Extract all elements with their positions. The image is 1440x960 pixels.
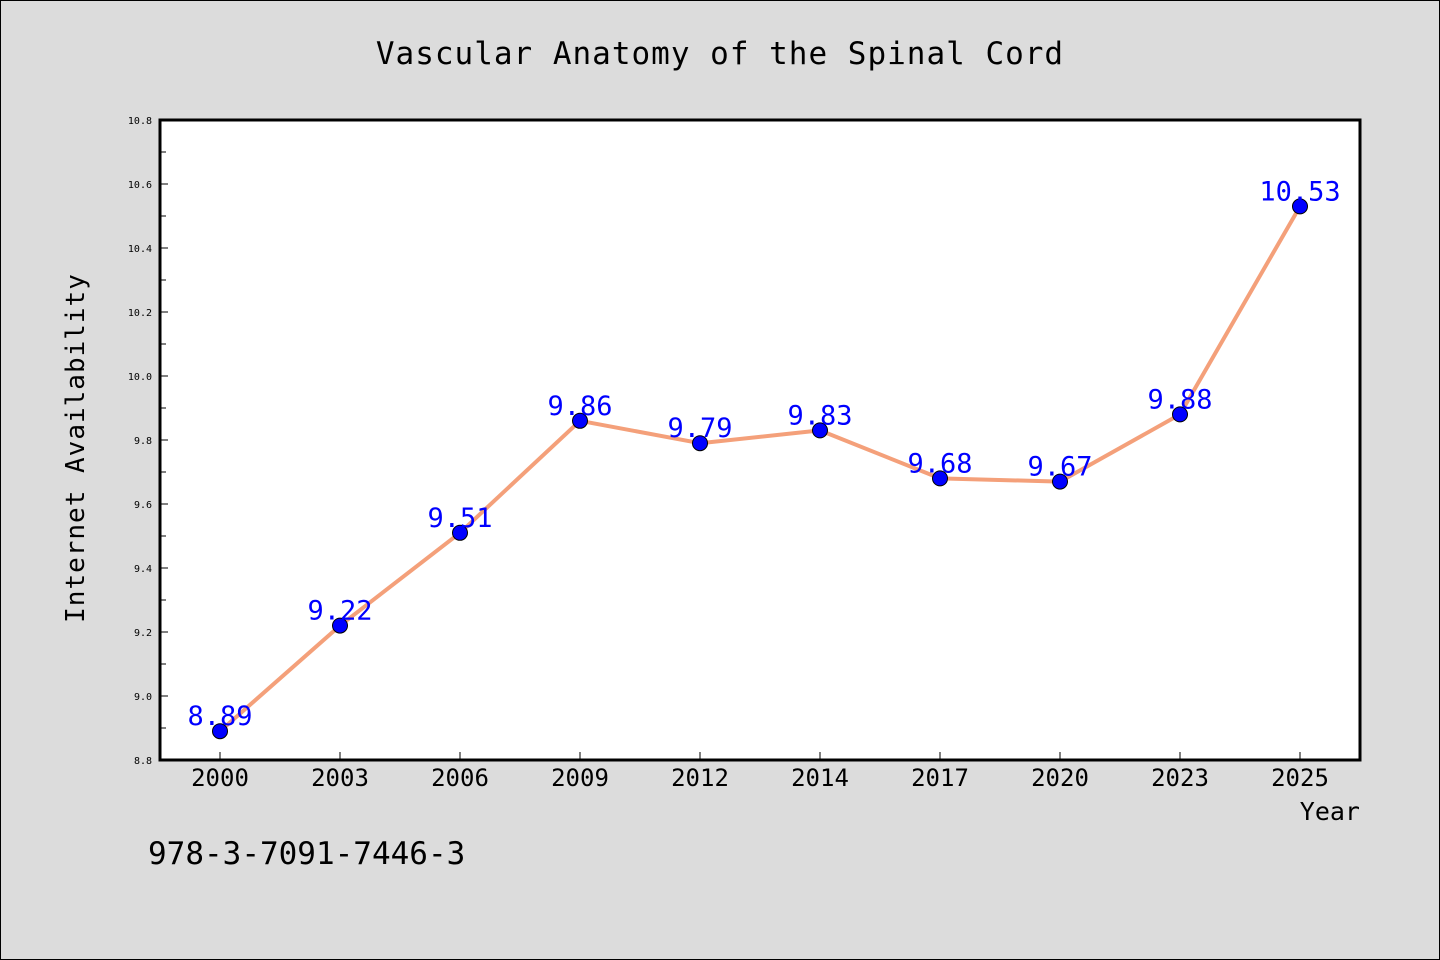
y-axis-ticks: 8.8 9.0 9.2 9.4 9.6 9.8 10.0 10.2 10.4 10.6 10.8 bbox=[128, 116, 168, 767]
data-label: 9.68 bbox=[907, 448, 972, 479]
data-label: 9.86 bbox=[547, 391, 612, 422]
data-point bbox=[1172, 406, 1188, 423]
x-tick-label: 2012 bbox=[671, 764, 729, 792]
data-label: 9.83 bbox=[787, 400, 852, 431]
data-point bbox=[932, 470, 948, 487]
x-tick-label: 2006 bbox=[431, 764, 489, 792]
x-tick-label: 2000 bbox=[191, 764, 249, 792]
data-label: 8.89 bbox=[187, 701, 252, 732]
plot-border bbox=[158, 118, 1362, 762]
y-tick-label: 8.8 bbox=[134, 756, 152, 767]
plot-area bbox=[160, 120, 1360, 760]
y-tick-label: 10.2 bbox=[128, 308, 152, 319]
x-tick-label: 2014 bbox=[791, 764, 849, 792]
series-line bbox=[218, 205, 1302, 733]
y-tick-label: 9.0 bbox=[134, 692, 152, 703]
data-point bbox=[572, 412, 588, 429]
x-tick-label: 2023 bbox=[1151, 764, 1209, 792]
y-tick-label: 10.6 bbox=[128, 180, 152, 191]
y-tick-label: 10.4 bbox=[128, 244, 152, 255]
x-tick-label: 2003 bbox=[311, 764, 369, 792]
data-point bbox=[452, 524, 468, 541]
data-point bbox=[812, 422, 828, 439]
y-tick-label: 9.4 bbox=[134, 564, 152, 575]
y-tick-label: 10.0 bbox=[128, 372, 152, 383]
data-point bbox=[332, 617, 348, 634]
y-axis-label: Internet Availability bbox=[61, 273, 91, 623]
data-point bbox=[1052, 473, 1068, 490]
y-tick-label: 10.8 bbox=[128, 116, 152, 127]
chart-title: Vascular Anatomy of the Spinal Cord bbox=[376, 36, 1064, 72]
data-label: 9.88 bbox=[1147, 384, 1212, 415]
x-tick-label: 2020 bbox=[1031, 764, 1089, 792]
y-tick-label: 9.2 bbox=[134, 628, 152, 639]
data-label: 9.67 bbox=[1027, 452, 1092, 483]
data-label: 10.53 bbox=[1259, 176, 1340, 207]
data-point bbox=[212, 723, 228, 740]
data-label: 9.79 bbox=[667, 413, 732, 444]
x-axis-ticks: 2000 2003 2006 2009 2012 2014 2017 2020 2023 2025 bbox=[191, 752, 1329, 792]
isbn-footnote: 978-3-7091-7446-3 bbox=[148, 836, 465, 872]
data-point bbox=[1292, 198, 1308, 215]
x-tick-label: 2025 bbox=[1271, 764, 1329, 792]
x-tick-label: 2017 bbox=[911, 764, 969, 792]
data-point bbox=[692, 435, 708, 452]
x-axis-label: Year bbox=[1300, 797, 1360, 826]
x-tick-label: 2009 bbox=[551, 764, 609, 792]
y-tick-label: 9.8 bbox=[134, 436, 152, 447]
data-label: 9.51 bbox=[427, 503, 492, 534]
y-tick-label: 9.6 bbox=[134, 500, 152, 511]
series-layer: 8.89 9.22 9.51 9.86 9.79 9.83 9.68 9.67 9.88 10.5… bbox=[187, 176, 1341, 740]
data-label: 9.22 bbox=[307, 596, 372, 627]
